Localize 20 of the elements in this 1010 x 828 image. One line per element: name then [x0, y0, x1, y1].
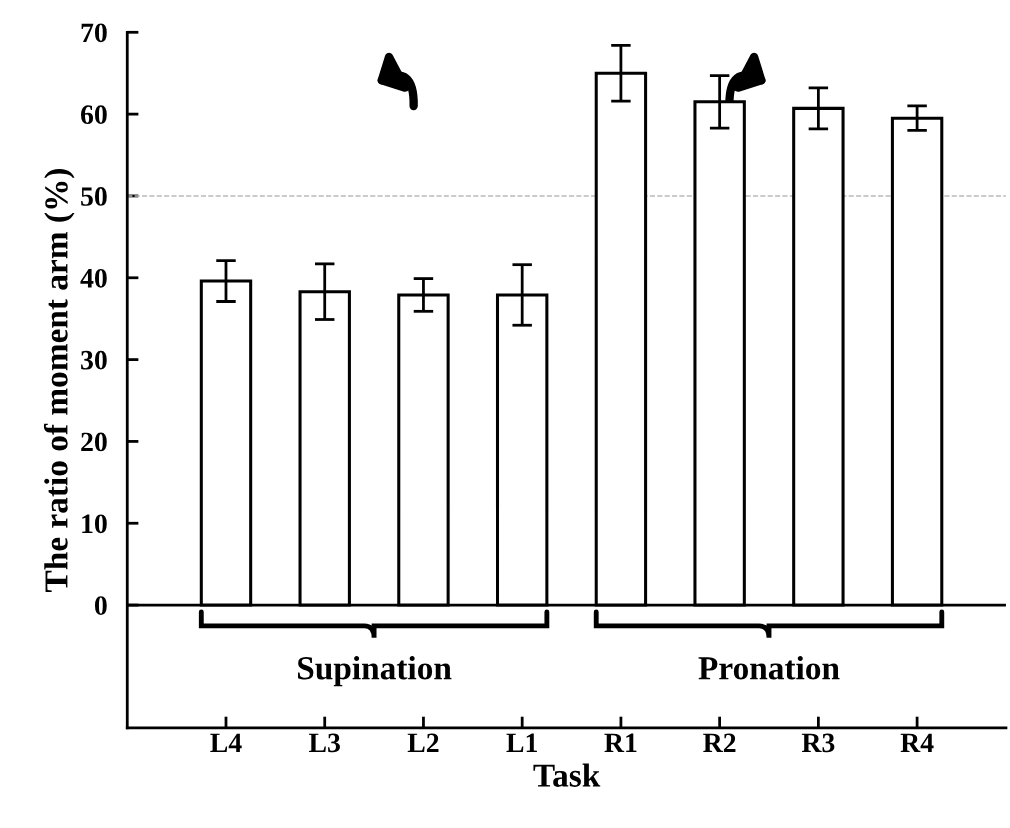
y-tick-label: 10	[82, 514, 107, 534]
x-tick-label: L2	[407, 733, 439, 752]
annotation: Supination	[298, 656, 452, 687]
y-tick-label: 50	[81, 187, 107, 206]
y-tick-label: 0	[94, 596, 107, 615]
x-tick-label: R1	[604, 733, 637, 752]
y-tick-label: 30	[81, 350, 107, 370]
y-tick-label: 20	[81, 432, 107, 452]
x-tick-label: L1	[506, 733, 537, 752]
x-tick-label: R3	[801, 733, 835, 753]
y-tick-label: 60	[80, 105, 107, 125]
x-tick-label: R4	[900, 733, 934, 752]
y-axis-title: The ratio of moment arm (%)	[43, 169, 75, 592]
x-tick-label: L3	[308, 733, 340, 753]
x-axis-title: Task	[533, 763, 601, 787]
y-tick-label: 70	[81, 23, 107, 43]
x-tick-label: L4	[210, 733, 242, 752]
x-tick-label: R2	[703, 733, 736, 752]
annotation: Pronation	[698, 656, 840, 680]
y-tick-label: 40	[80, 268, 107, 288]
